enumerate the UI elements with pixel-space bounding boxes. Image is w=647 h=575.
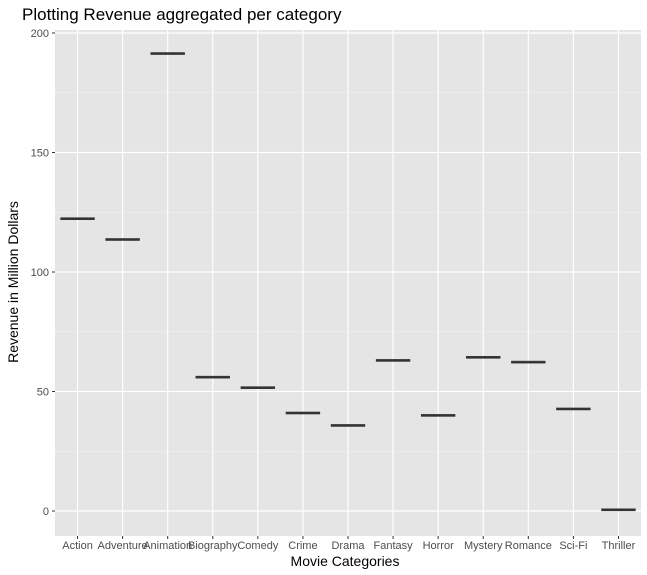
- data-mark: [60, 217, 95, 221]
- data-mark: [240, 386, 276, 389]
- y-tick-label: 100: [31, 267, 49, 279]
- y-axis-title: Revenue in Million Dollars: [5, 201, 21, 363]
- y-tick-label: 150: [31, 148, 49, 160]
- x-tick-label: Sci-Fi: [559, 540, 587, 552]
- x-tick-label: Action: [62, 540, 93, 552]
- data-marks: [60, 52, 636, 512]
- y-tick-label: 50: [37, 387, 49, 399]
- data-mark: [105, 238, 140, 241]
- data-mark: [466, 356, 501, 359]
- x-axis-title: Movie Categories: [291, 553, 400, 569]
- data-mark: [556, 407, 591, 411]
- x-tick-label: Fantasy: [374, 540, 414, 552]
- x-tick-label: Romance: [505, 540, 552, 552]
- data-mark: [330, 424, 366, 427]
- data-mark: [601, 508, 636, 512]
- x-tick-label: Adventure: [98, 540, 148, 552]
- data-mark: [195, 375, 230, 379]
- chart-title: Plotting Revenue aggregated per category: [22, 5, 342, 24]
- data-mark: [511, 360, 546, 364]
- x-tick-label: Horror: [423, 540, 455, 552]
- data-mark: [420, 414, 456, 417]
- grid-lines: [55, 30, 641, 536]
- x-tick-label: Crime: [288, 540, 317, 552]
- y-tick-label: 200: [31, 28, 49, 40]
- y-axis-ticks: 0 50 100 150 200: [31, 28, 55, 518]
- y-tick-label: 0: [43, 506, 49, 518]
- x-tick-label: Comedy: [237, 540, 278, 552]
- data-mark: [150, 52, 185, 55]
- x-tick-label: Mystery: [464, 540, 503, 552]
- data-mark: [285, 411, 321, 415]
- x-tick-label: Animation: [143, 540, 192, 552]
- x-tick-label: Biography: [188, 540, 238, 552]
- data-mark: [375, 359, 411, 362]
- x-tick-label: Drama: [331, 540, 365, 552]
- x-tick-label: Thriller: [602, 540, 636, 552]
